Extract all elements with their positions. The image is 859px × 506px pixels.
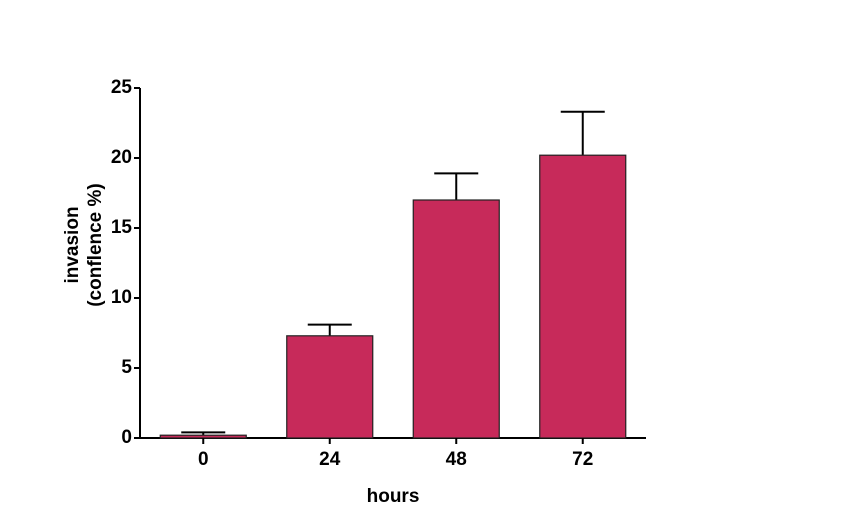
x-tick-label: 72 [572,449,593,470]
x-tick-label: 48 [446,449,467,470]
y-axis-label: (conflence %) [85,183,106,307]
x-axis-label: hours [367,486,420,506]
y-tick-label: 25 [111,77,133,98]
x-tick-label: 0 [198,449,209,470]
x-tick-label: 24 [319,449,341,470]
bar [286,335,374,439]
bar [412,199,500,439]
y-axis-label: invasion [62,206,83,283]
y-tick-label: 20 [111,147,132,168]
bar [159,434,247,439]
bar [539,154,627,439]
y-tick-label: 5 [121,357,132,378]
y-tick-label: 0 [121,427,132,448]
y-tick-label: 10 [111,287,132,308]
y-tick-label: 15 [111,217,133,238]
